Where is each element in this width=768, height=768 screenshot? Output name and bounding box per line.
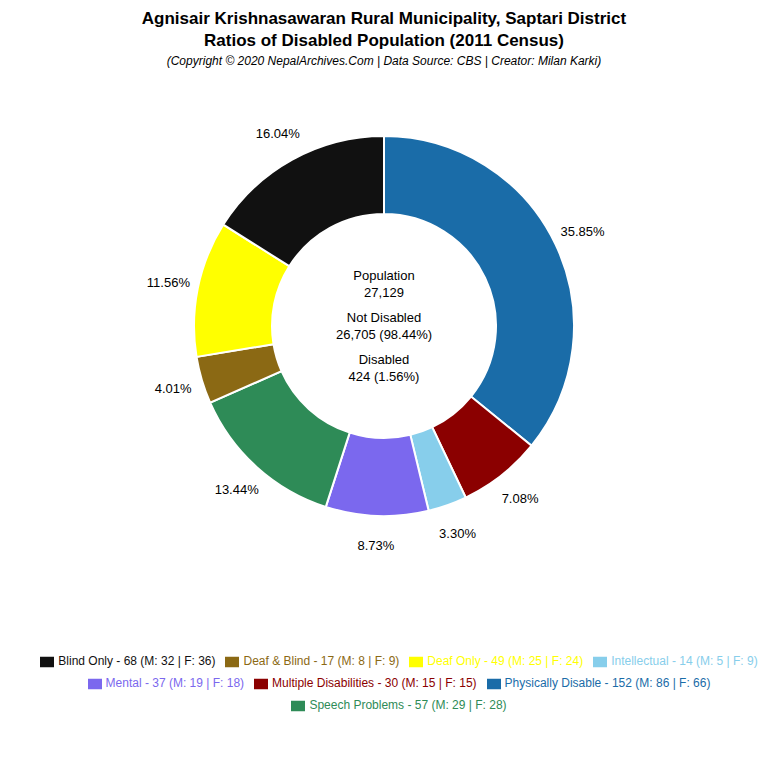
html-text:27,129: 27,129 (364, 285, 404, 300)
html-text:Disabled: Disabled (358, 352, 410, 367)
html-text:Mental - 37 (M: 19 | F: 18): Mental - 37 (M: 19 | F: 18) (105, 676, 245, 690)
html-text:424 (1.56%): 424 (1.56%) (348, 369, 420, 384)
svg-text:7.08%: 7.08% (502, 491, 539, 506)
html-text:Speech Problems - 57 (M: 29 |: Speech Problems - 57 (M: 29 | F: 28) (309, 698, 507, 712)
svg-text:8.73%: 8.73% (357, 538, 394, 553)
html-text:Physically Disable - 152 (M: 8: Physically Disable - 152 (M: 86 | F: 66) (504, 676, 711, 690)
html-text:Population: Population (353, 268, 415, 283)
html-text:Intellectual - 14 (M: 5 | F: 9: Intellectual - 14 (M: 5 | F: 9) (611, 654, 758, 668)
svg-text:11.56%: 11.56% (147, 275, 191, 290)
html-text:Deaf Only - 49 (M: 25 | F: 24): Deaf Only - 49 (M: 25 | F: 24) (427, 654, 584, 668)
svg-text:16.04%: 16.04% (256, 126, 301, 141)
html-text:Multiple Disabilities - 30 (M:: Multiple Disabilities - 30 (M: 15 | F: 1… (272, 676, 477, 690)
svg-text:3.30%: 3.30% (439, 526, 476, 541)
html-text:Not Disabled: Not Disabled (346, 310, 422, 325)
svg-text:35.85%: 35.85% (561, 224, 606, 239)
html-text:(Copyright © 2020 NepalArchive: (Copyright © 2020 NepalArchives.Com | Da… (166, 54, 602, 68)
html-text:Ratios of Disabled Population: Ratios of Disabled Population (2011 Cens… (204, 31, 564, 50)
svg-text:13.44%: 13.44% (215, 482, 260, 497)
html-text:Blind Only - 68 (M: 32 | F: 36: Blind Only - 68 (M: 32 | F: 36) (58, 654, 216, 668)
html-text:Agnisair Krishnasawaran Rural: Agnisair Krishnasawaran Rural Municipali… (141, 9, 627, 28)
html-text:26,705 (98.44%): 26,705 (98.44%) (335, 327, 433, 342)
html-text:Deaf & Blind - 17 (M: 8 | F: 9: Deaf & Blind - 17 (M: 8 | F: 9) (243, 654, 400, 668)
svg-text:4.01%: 4.01% (155, 381, 192, 396)
